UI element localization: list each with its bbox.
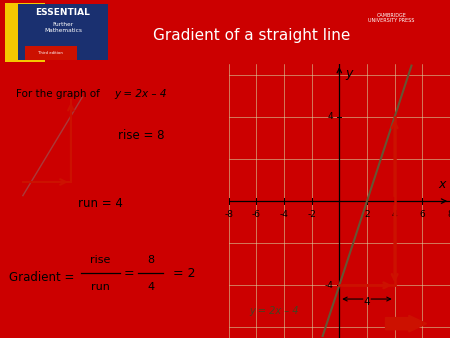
Text: Further
Mathematics: Further Mathematics: [44, 22, 82, 33]
Text: rise = 8: rise = 8: [118, 129, 165, 142]
Text: run = 4: run = 4: [78, 197, 123, 210]
Text: 6: 6: [419, 210, 425, 219]
Text: -4: -4: [279, 210, 288, 219]
Text: 8: 8: [447, 210, 450, 219]
FancyBboxPatch shape: [25, 46, 76, 61]
Text: -2: -2: [307, 210, 316, 219]
Text: ESSENTIAL: ESSENTIAL: [36, 8, 90, 17]
Text: =: =: [124, 267, 135, 280]
Text: Gradient of a straight line: Gradient of a straight line: [153, 28, 351, 44]
Text: For the graph of: For the graph of: [16, 89, 103, 99]
Text: 4: 4: [364, 297, 370, 307]
Text: 4: 4: [392, 210, 397, 219]
Text: -6: -6: [252, 210, 261, 219]
Text: Third edition: Third edition: [38, 51, 63, 55]
Text: 4: 4: [328, 112, 333, 121]
Text: rise: rise: [90, 255, 111, 265]
Text: y = 2x – 4: y = 2x – 4: [249, 307, 299, 316]
Text: y = 2x – 4: y = 2x – 4: [114, 89, 167, 99]
Text: -4: -4: [324, 281, 333, 290]
Text: 4: 4: [147, 282, 154, 292]
Text: 2: 2: [364, 210, 370, 219]
Text: Gradient =: Gradient =: [9, 271, 78, 284]
Text: CAMBRIDGE
UNIVERSITY PRESS: CAMBRIDGE UNIVERSITY PRESS: [368, 13, 415, 23]
Text: = 2: = 2: [173, 267, 195, 280]
FancyBboxPatch shape: [18, 4, 108, 61]
Text: y: y: [345, 67, 352, 80]
Text: 8: 8: [147, 255, 154, 265]
Text: x: x: [438, 177, 446, 191]
FancyArrow shape: [386, 315, 427, 332]
Text: -8: -8: [224, 210, 233, 219]
FancyBboxPatch shape: [4, 3, 45, 62]
Text: run: run: [91, 282, 110, 292]
